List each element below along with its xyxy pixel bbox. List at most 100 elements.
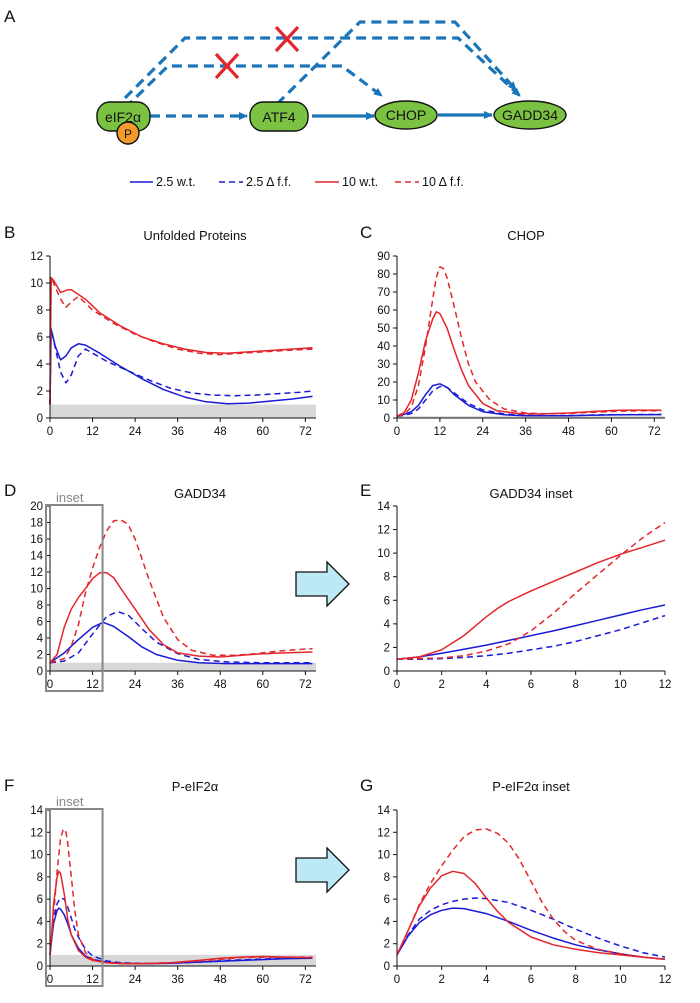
legend-label-3: 10 w.t.: [342, 175, 378, 189]
series-line-2: [397, 614, 666, 660]
series-line-4: [49, 519, 313, 664]
node-phosphate: [116, 121, 140, 145]
arrow-f-to-g: [295, 846, 350, 894]
baseline-band: [397, 416, 665, 418]
panel-a: A eIF2α: [4, 7, 567, 145]
y-tick-label: 10: [377, 548, 390, 560]
y-tick-label: 6: [37, 617, 43, 629]
y-tick-label: 90: [377, 251, 390, 263]
x-tick-label: 10: [614, 974, 627, 986]
y-tick-label: 18: [30, 518, 43, 530]
y-tick-label: 30: [377, 359, 390, 371]
series-line-4: [396, 828, 666, 961]
y-tick-label: 12: [30, 251, 43, 263]
x-tick-label: 36: [171, 974, 184, 986]
x-tick-label: 12: [433, 426, 446, 438]
series-line-1: [396, 907, 666, 961]
node-atf4: [249, 101, 309, 132]
y-tick-label: 60: [377, 305, 390, 317]
panel-letter-b: B: [4, 223, 15, 242]
y-tick-label: 2: [384, 642, 390, 654]
y-tick-label: 2: [37, 386, 43, 398]
y-tick-label: 8: [37, 305, 43, 317]
x-tick-label: 48: [214, 974, 227, 986]
y-tick-label: 6: [384, 894, 390, 906]
x-tick-label: 60: [256, 679, 269, 691]
legend-label-4: 10 Δ f.f.: [422, 175, 464, 189]
inset-box-label: inset: [56, 794, 84, 809]
route-eif2a-chop: [123, 64, 383, 110]
y-tick-label: 4: [37, 359, 44, 371]
y-tick-label: 6: [384, 595, 390, 607]
x-tick-label: 48: [214, 426, 227, 438]
x-tick-label: 2: [438, 974, 444, 986]
x-tick-label: 72: [299, 974, 312, 986]
y-tick-label: 0: [37, 413, 43, 425]
inset-box-label: inset: [56, 490, 84, 505]
inset-box: [45, 504, 104, 692]
route-eif2a-gadd34: [123, 36, 522, 100]
panel-letter-f: F: [4, 776, 14, 795]
series-line-3: [49, 572, 313, 664]
x-tick-label: 24: [129, 679, 142, 691]
y-tick-label: 12: [30, 827, 43, 839]
y-tick-label: 2: [37, 650, 43, 662]
x-tick-label: 72: [648, 426, 661, 438]
y-tick-label: 40: [377, 341, 390, 353]
x-tick-label: 48: [562, 426, 575, 438]
cross-lower: [214, 52, 240, 80]
y-tick-label: 10: [377, 850, 390, 862]
series-line-2: [49, 897, 313, 965]
series-line-3: [49, 276, 313, 405]
x-tick-label: 0: [394, 426, 400, 438]
x-tick-label: 0: [47, 974, 53, 986]
chart-c: 0 12 24 36 48 60 72 0 10 20 30 40 50 60 70 80 90: [377, 251, 665, 438]
y-tick-label: 6: [37, 332, 43, 344]
x-tick-label: 72: [299, 679, 312, 691]
x-tick-label: 24: [129, 426, 142, 438]
x-tick-label: 12: [659, 679, 672, 691]
y-tick-label: 14: [377, 805, 390, 817]
x-tick-label: 8: [572, 974, 578, 986]
x-tick-label: 24: [129, 974, 142, 986]
y-tick-label: 14: [30, 551, 43, 563]
y-tick-label: 8: [37, 600, 43, 612]
series-line-1: [396, 604, 666, 660]
chart-e-title: GADD34 inset: [489, 486, 572, 501]
panel-letter-e: E: [360, 481, 371, 500]
y-tick-label: 4: [384, 619, 391, 631]
x-tick-label: 4: [483, 974, 490, 986]
y-tick-label: 10: [30, 278, 43, 290]
y-tick-label: 20: [377, 377, 390, 389]
x-tick-label: 36: [171, 426, 184, 438]
series-line-3: [396, 539, 666, 660]
x-tick-label: 0: [394, 974, 400, 986]
x-tick-label: 12: [86, 426, 99, 438]
y-tick-label: 0: [37, 666, 43, 678]
x-tick-label: 0: [47, 426, 53, 438]
x-tick-label: 0: [47, 679, 53, 691]
y-tick-label: 0: [384, 961, 390, 973]
y-tick-label: 8: [384, 572, 390, 584]
y-tick-label: 0: [384, 413, 390, 425]
y-tick-label: 14: [30, 805, 43, 817]
y-tick-label: 8: [384, 872, 390, 884]
x-tick-label: 2: [438, 679, 444, 691]
x-tick-label: 60: [605, 426, 618, 438]
y-tick-label: 50: [377, 323, 390, 335]
y-tick-label: 0: [384, 666, 390, 678]
y-tick-label: 4: [37, 916, 44, 928]
chart-g-title: P-eIF2α inset: [492, 779, 570, 794]
baseline-band: [50, 954, 316, 966]
chart-f-title: P-eIF2α: [172, 779, 219, 794]
y-tick-label: 12: [377, 525, 390, 537]
chart-d-title: GADD34: [174, 486, 226, 501]
y-tick-label: 10: [377, 395, 390, 407]
node-gadd34-label: GADD34: [502, 107, 558, 123]
legend-label-2: 2.5 Δ f.f.: [246, 175, 291, 189]
y-tick-label: 4: [37, 633, 44, 645]
baseline-band: [50, 404, 316, 418]
